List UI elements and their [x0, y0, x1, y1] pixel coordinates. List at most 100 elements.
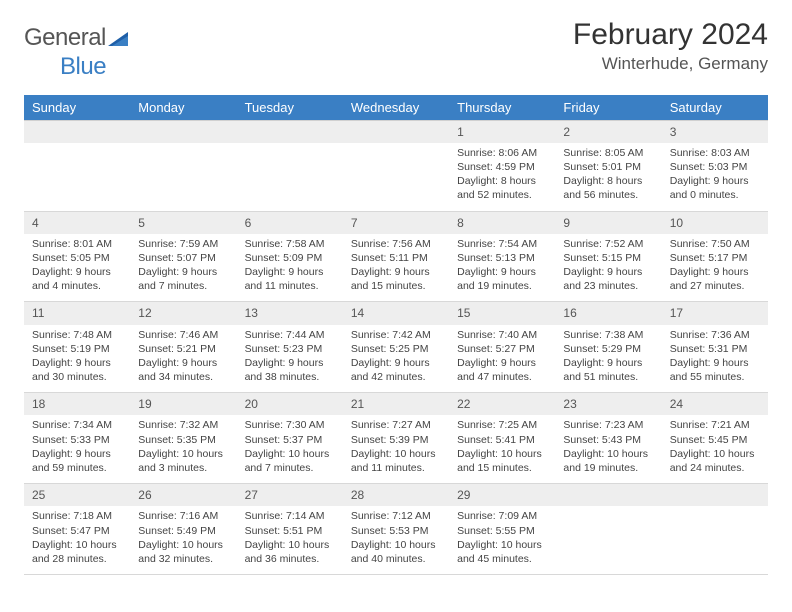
day-day2: and 28 minutes.: [32, 552, 122, 566]
day-number: [130, 120, 236, 143]
day-sunrise: Sunrise: 7:40 AM: [457, 328, 547, 342]
day-day2: and 15 minutes.: [351, 279, 441, 293]
day-day2: and 3 minutes.: [138, 461, 228, 475]
day-cell: [555, 506, 661, 574]
day-day1: Daylight: 9 hours: [670, 174, 760, 188]
day-number: 24: [662, 393, 768, 416]
day-day2: and 11 minutes.: [245, 279, 335, 293]
logo-word1: General: [24, 24, 106, 51]
day-sunset: Sunset: 5:31 PM: [670, 342, 760, 356]
weekday-header: Sunday: [24, 95, 130, 121]
day-cell: Sunrise: 7:34 AMSunset: 5:33 PMDaylight:…: [24, 415, 130, 483]
day-day1: Daylight: 9 hours: [563, 265, 653, 279]
day-sunrise: Sunrise: 7:56 AM: [351, 237, 441, 251]
day-day2: and 36 minutes.: [245, 552, 335, 566]
day-cell: [343, 143, 449, 211]
day-sunset: Sunset: 5:13 PM: [457, 251, 547, 265]
day-number: 14: [343, 302, 449, 325]
day-sunrise: Sunrise: 7:36 AM: [670, 328, 760, 342]
day-number: [24, 120, 130, 143]
day-cell: [130, 143, 236, 211]
day-day2: and 34 minutes.: [138, 370, 228, 384]
day-day1: Daylight: 9 hours: [351, 356, 441, 370]
day-sunrise: Sunrise: 7:46 AM: [138, 328, 228, 342]
day-sunrise: Sunrise: 7:27 AM: [351, 418, 441, 432]
day-sunset: Sunset: 5:33 PM: [32, 433, 122, 447]
day-number: 18: [24, 393, 130, 416]
day-sunset: Sunset: 5:39 PM: [351, 433, 441, 447]
day-cell: Sunrise: 8:06 AMSunset: 4:59 PMDaylight:…: [449, 143, 555, 211]
day-sunrise: Sunrise: 7:32 AM: [138, 418, 228, 432]
day-day1: Daylight: 8 hours: [457, 174, 547, 188]
day-sunset: Sunset: 5:25 PM: [351, 342, 441, 356]
day-day1: Daylight: 9 hours: [457, 356, 547, 370]
day-day2: and 42 minutes.: [351, 370, 441, 384]
day-cell: Sunrise: 7:58 AMSunset: 5:09 PMDaylight:…: [237, 234, 343, 302]
day-cell: Sunrise: 7:50 AMSunset: 5:17 PMDaylight:…: [662, 234, 768, 302]
day-day2: and 15 minutes.: [457, 461, 547, 475]
day-day2: and 4 minutes.: [32, 279, 122, 293]
day-cell: [237, 143, 343, 211]
day-day2: and 11 minutes.: [351, 461, 441, 475]
day-sunrise: Sunrise: 7:16 AM: [138, 509, 228, 523]
day-cell: Sunrise: 7:30 AMSunset: 5:37 PMDaylight:…: [237, 415, 343, 483]
day-number: 23: [555, 393, 661, 416]
day-sunrise: Sunrise: 7:25 AM: [457, 418, 547, 432]
day-sunset: Sunset: 5:45 PM: [670, 433, 760, 447]
day-sunset: Sunset: 4:59 PM: [457, 160, 547, 174]
day-day1: Daylight: 10 hours: [563, 447, 653, 461]
day-number-row: 11121314151617: [24, 302, 768, 325]
day-day2: and 47 minutes.: [457, 370, 547, 384]
day-day1: Daylight: 10 hours: [138, 538, 228, 552]
day-sunrise: Sunrise: 7:30 AM: [245, 418, 335, 432]
day-cell: Sunrise: 7:27 AMSunset: 5:39 PMDaylight:…: [343, 415, 449, 483]
day-number: 17: [662, 302, 768, 325]
day-sunset: Sunset: 5:43 PM: [563, 433, 653, 447]
day-day1: Daylight: 9 hours: [245, 265, 335, 279]
day-cell: Sunrise: 7:21 AMSunset: 5:45 PMDaylight:…: [662, 415, 768, 483]
day-day1: Daylight: 9 hours: [670, 265, 760, 279]
weekday-header-row: SundayMondayTuesdayWednesdayThursdayFrid…: [24, 95, 768, 121]
day-number-row: 2526272829: [24, 484, 768, 507]
day-cell: Sunrise: 7:59 AMSunset: 5:07 PMDaylight:…: [130, 234, 236, 302]
day-sunrise: Sunrise: 7:48 AM: [32, 328, 122, 342]
day-cell: Sunrise: 8:05 AMSunset: 5:01 PMDaylight:…: [555, 143, 661, 211]
day-sunrise: Sunrise: 7:59 AM: [138, 237, 228, 251]
day-sunrise: Sunrise: 7:21 AM: [670, 418, 760, 432]
weekday-header: Tuesday: [237, 95, 343, 121]
weekday-header: Monday: [130, 95, 236, 121]
day-number: 10: [662, 211, 768, 234]
day-cell: Sunrise: 7:42 AMSunset: 5:25 PMDaylight:…: [343, 325, 449, 393]
day-day2: and 7 minutes.: [138, 279, 228, 293]
day-number: 13: [237, 302, 343, 325]
day-number: 9: [555, 211, 661, 234]
day-cell: Sunrise: 7:48 AMSunset: 5:19 PMDaylight:…: [24, 325, 130, 393]
day-day1: Daylight: 9 hours: [32, 447, 122, 461]
day-day2: and 45 minutes.: [457, 552, 547, 566]
title-block: February 2024 Winterhude, Germany: [573, 18, 768, 74]
day-day2: and 27 minutes.: [670, 279, 760, 293]
day-sunrise: Sunrise: 7:52 AM: [563, 237, 653, 251]
day-day1: Daylight: 9 hours: [32, 265, 122, 279]
day-day2: and 38 minutes.: [245, 370, 335, 384]
logo-text: General Blue: [24, 24, 128, 81]
day-sunset: Sunset: 5:51 PM: [245, 524, 335, 538]
logo-word2: Blue: [60, 53, 106, 80]
day-number: 5: [130, 211, 236, 234]
logo-triangle-icon: [108, 25, 128, 53]
day-sunset: Sunset: 5:19 PM: [32, 342, 122, 356]
day-sunset: Sunset: 5:49 PM: [138, 524, 228, 538]
day-number: 27: [237, 484, 343, 507]
day-sunset: Sunset: 5:09 PM: [245, 251, 335, 265]
day-sunset: Sunset: 5:55 PM: [457, 524, 547, 538]
day-day1: Daylight: 10 hours: [457, 538, 547, 552]
day-sunrise: Sunrise: 7:34 AM: [32, 418, 122, 432]
day-day1: Daylight: 10 hours: [32, 538, 122, 552]
day-cell: Sunrise: 7:56 AMSunset: 5:11 PMDaylight:…: [343, 234, 449, 302]
day-day2: and 51 minutes.: [563, 370, 653, 384]
day-number: 28: [343, 484, 449, 507]
day-number: [237, 120, 343, 143]
day-sunrise: Sunrise: 7:50 AM: [670, 237, 760, 251]
day-cell: Sunrise: 7:09 AMSunset: 5:55 PMDaylight:…: [449, 506, 555, 574]
day-sunset: Sunset: 5:41 PM: [457, 433, 547, 447]
